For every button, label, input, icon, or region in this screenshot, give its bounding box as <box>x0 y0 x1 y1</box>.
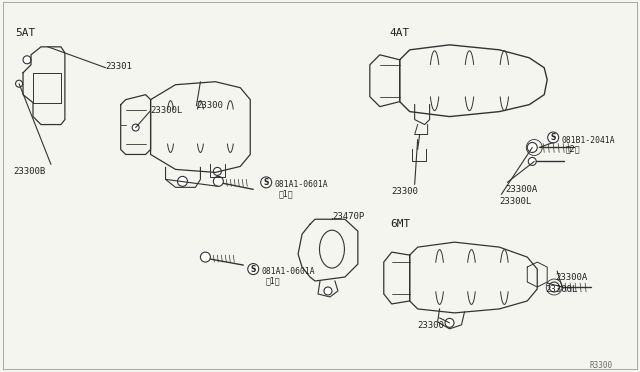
Circle shape <box>200 252 211 262</box>
Circle shape <box>177 176 188 186</box>
Text: 23300L: 23300L <box>499 197 532 206</box>
Text: 081A1-0601A: 081A1-0601A <box>261 267 315 276</box>
Text: 23300A: 23300A <box>555 273 588 282</box>
Text: 23300: 23300 <box>392 187 419 196</box>
Circle shape <box>549 282 559 292</box>
Text: 23300A: 23300A <box>506 185 538 194</box>
Text: 4AT: 4AT <box>390 28 410 38</box>
Circle shape <box>527 142 537 153</box>
Text: 5AT: 5AT <box>15 28 35 38</box>
Text: （1）: （1） <box>278 189 292 198</box>
Circle shape <box>528 157 536 166</box>
Text: （1）: （1） <box>265 276 280 285</box>
Circle shape <box>548 132 559 143</box>
Text: 23300L: 23300L <box>150 106 183 115</box>
Circle shape <box>248 264 259 275</box>
Text: 081A1-0601A: 081A1-0601A <box>274 180 328 189</box>
Text: 23300: 23300 <box>418 321 445 330</box>
Text: R3300: R3300 <box>589 361 612 370</box>
Circle shape <box>213 167 221 175</box>
Text: 23470P: 23470P <box>332 212 364 221</box>
Text: 23300B: 23300B <box>13 167 45 176</box>
Text: 23300L: 23300L <box>545 285 577 294</box>
Text: 6MT: 6MT <box>390 219 410 229</box>
Text: 081B1-2041A: 081B1-2041A <box>561 135 615 145</box>
Text: S: S <box>264 178 269 187</box>
Text: S: S <box>550 133 556 142</box>
Circle shape <box>260 177 271 188</box>
Text: （2）: （2） <box>565 144 580 154</box>
Text: S: S <box>250 264 256 273</box>
Circle shape <box>23 56 31 64</box>
Circle shape <box>15 80 22 87</box>
Text: 23300: 23300 <box>196 101 223 110</box>
Circle shape <box>132 124 139 131</box>
Circle shape <box>324 287 332 295</box>
Text: 23301: 23301 <box>106 62 132 71</box>
Circle shape <box>213 176 223 186</box>
Circle shape <box>445 318 454 327</box>
